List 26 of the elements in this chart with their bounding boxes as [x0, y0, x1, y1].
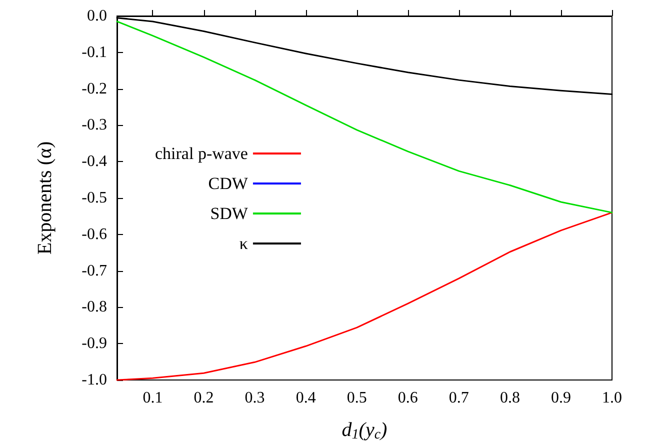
y-tick-label: -1.0: [82, 372, 107, 388]
legend-label: chiral p-wave: [154, 144, 248, 163]
x-tick-label: 0.4: [296, 390, 316, 406]
x-tick-label: 0.8: [500, 390, 520, 406]
x-tick-label: 0.2: [194, 390, 214, 406]
legend-label: κ: [239, 234, 248, 253]
y-tick-label: -0.2: [82, 80, 107, 98]
y-tick-label: -0.5: [82, 190, 107, 206]
y-tick-label: -0.4: [82, 153, 107, 170]
legend-label: CDW: [208, 174, 249, 193]
legend-label: SDW: [210, 204, 249, 223]
x-tick-label: 0.1: [142, 390, 163, 406]
x-tick-label: 0.5: [346, 390, 367, 406]
x-tick-label: 0.3: [244, 390, 265, 406]
y-tick-label: -0.7: [82, 262, 107, 280]
y-tick-label: -0.1: [82, 44, 107, 61]
y-tick-label: -0.3: [82, 116, 107, 134]
y-axis-title: Exponents (α): [34, 141, 56, 255]
x-tick-label: 0.7: [448, 390, 469, 406]
x-tick-label: 1.0: [602, 390, 622, 406]
y-tick-label: 0.0: [87, 8, 107, 24]
y-tick-label: -0.9: [82, 335, 107, 352]
x-tick-label: 0.9: [550, 390, 571, 406]
x-tick-label: 0.6: [398, 390, 418, 406]
y-tick-label: -0.6: [82, 226, 107, 243]
y-tick-label: -0.8: [82, 298, 107, 316]
